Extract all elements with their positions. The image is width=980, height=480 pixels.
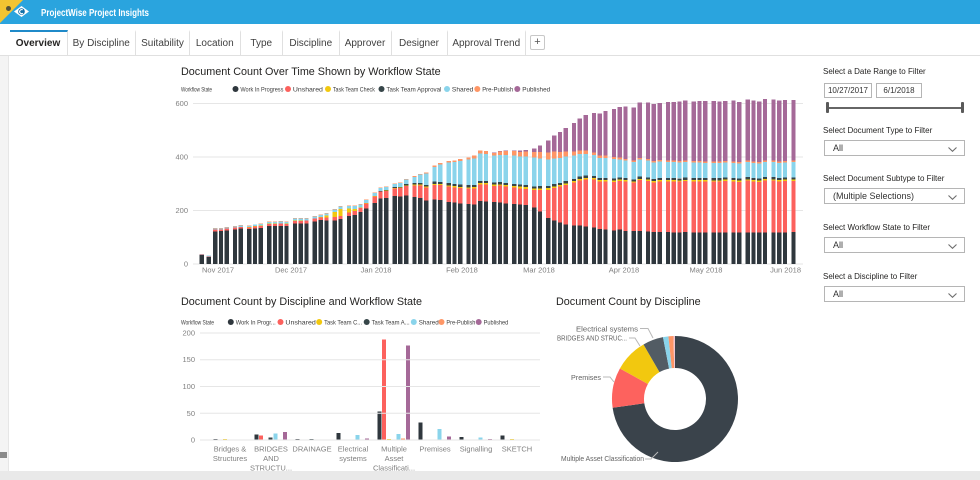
svg-text:600: 600 — [175, 99, 188, 108]
svg-text:200: 200 — [182, 329, 195, 338]
svg-text:Unshared: Unshared — [293, 87, 323, 94]
svg-text:BRIDGES AND STRUC...: BRIDGES AND STRUC... — [557, 336, 627, 343]
svg-text:Apr 2018: Apr 2018 — [609, 266, 639, 275]
svg-text:Shared: Shared — [419, 320, 439, 327]
svg-text:Classificati...: Classificati... — [373, 464, 415, 473]
svg-text:DRAINAGE: DRAINAGE — [292, 445, 331, 454]
svg-text:Structures: Structures — [213, 454, 247, 463]
svg-text:Published: Published — [522, 87, 550, 94]
svg-text:Multiple: Multiple — [381, 445, 407, 454]
svg-text:AND: AND — [263, 454, 279, 463]
svg-text:Jan 2018: Jan 2018 — [361, 266, 392, 275]
svg-text:0: 0 — [191, 436, 195, 445]
svg-text:Workflow State: Workflow State — [181, 320, 214, 327]
svg-text:Premises: Premises — [419, 445, 451, 454]
svg-text:Electrical systems: Electrical systems — [576, 327, 639, 334]
svg-text:Pre-Publish: Pre-Publish — [482, 87, 513, 94]
svg-text:Workflow State: Workflow State — [181, 87, 212, 94]
svg-text:Electrical: Electrical — [338, 445, 369, 454]
svg-text:Asset: Asset — [385, 454, 405, 463]
svg-text:SKETCH: SKETCH — [502, 445, 532, 454]
svg-text:Work In Progr...: Work In Progr... — [236, 320, 276, 327]
svg-text:Task Team Check: Task Team Check — [333, 87, 376, 94]
svg-text:systems: systems — [339, 454, 367, 463]
svg-text:Published: Published — [484, 320, 509, 327]
svg-text:400: 400 — [175, 153, 188, 162]
svg-text:Nov 2017: Nov 2017 — [202, 266, 234, 275]
svg-text:Premises: Premises — [571, 375, 601, 382]
svg-text:ProjectWise Project Insights: ProjectWise Project Insights — [41, 7, 149, 19]
svg-text:Unshared: Unshared — [285, 320, 316, 327]
svg-text:STRUCTU...: STRUCTU... — [250, 464, 292, 473]
svg-text:May 2018: May 2018 — [690, 266, 723, 275]
svg-text:Mar 2018: Mar 2018 — [523, 266, 555, 275]
svg-text:Bridges &: Bridges & — [214, 445, 247, 454]
svg-text:50: 50 — [187, 409, 195, 418]
svg-text:0: 0 — [184, 260, 188, 269]
svg-text:Task Team A...: Task Team A... — [372, 320, 410, 327]
svg-text:Multiple Asset Classification: Multiple Asset Classification — [561, 456, 644, 463]
svg-text:Pre-Publish: Pre-Publish — [446, 320, 475, 327]
svg-text:Shared: Shared — [452, 87, 474, 94]
svg-text:200: 200 — [175, 206, 188, 215]
svg-text:Task Team Approval: Task Team Approval — [386, 87, 442, 94]
svg-text:Task Team C...: Task Team C... — [324, 320, 362, 327]
svg-text:150: 150 — [182, 355, 195, 364]
svg-text:Feb 2018: Feb 2018 — [446, 266, 478, 275]
svg-text:Dec 2017: Dec 2017 — [275, 266, 307, 275]
svg-text:Jun 2018: Jun 2018 — [770, 266, 801, 275]
svg-text:Signalling: Signalling — [460, 445, 493, 454]
svg-text:BRIDGES: BRIDGES — [254, 445, 288, 454]
svg-text:100: 100 — [182, 382, 195, 391]
svg-text:Work In Progress: Work In Progress — [240, 87, 284, 94]
